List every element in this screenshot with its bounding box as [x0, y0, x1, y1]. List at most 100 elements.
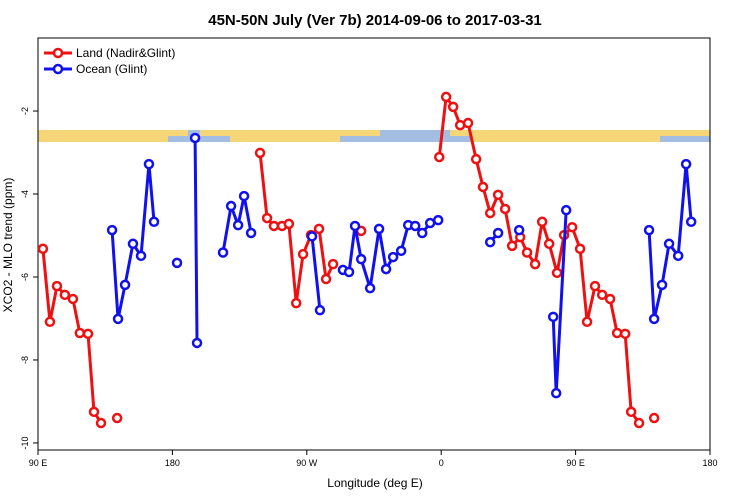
point	[543, 238, 555, 250]
point	[225, 200, 237, 212]
point	[625, 406, 637, 418]
point	[529, 258, 541, 270]
point	[82, 328, 94, 340]
point	[619, 328, 631, 340]
plot-frame	[37, 37, 711, 451]
point	[685, 216, 697, 228]
legend-marker	[52, 47, 64, 59]
point	[127, 238, 139, 250]
point	[373, 223, 385, 235]
y-tick-label: -2	[20, 107, 30, 115]
point	[648, 412, 660, 424]
point	[112, 313, 124, 325]
point	[513, 224, 525, 236]
point	[470, 153, 482, 165]
point	[560, 204, 572, 216]
point	[88, 406, 100, 418]
x-tick-label: 0	[439, 458, 444, 468]
point	[416, 227, 428, 239]
point	[119, 279, 131, 291]
point	[604, 293, 616, 305]
point	[551, 267, 563, 279]
point	[521, 247, 533, 258]
point	[492, 189, 504, 201]
point	[409, 220, 421, 232]
chart-title: 45N-50N July (Ver 7b) 2014-09-06 to 2017…	[208, 12, 542, 29]
point	[245, 227, 257, 239]
point	[680, 158, 692, 170]
point	[643, 224, 655, 236]
point	[37, 243, 49, 255]
point	[349, 220, 361, 232]
point	[135, 250, 147, 262]
point	[254, 147, 266, 159]
point	[648, 313, 660, 325]
point	[434, 151, 445, 163]
point	[67, 293, 79, 305]
point	[44, 316, 56, 328]
point	[111, 412, 123, 424]
point	[238, 190, 250, 202]
point	[232, 219, 244, 231]
point	[143, 158, 155, 170]
point	[656, 279, 668, 291]
point	[189, 132, 201, 144]
map-band	[38, 130, 710, 142]
point	[355, 253, 367, 265]
legend-label: Ocean (Glint)	[76, 62, 147, 76]
point	[320, 273, 332, 285]
point	[59, 289, 71, 301]
point	[462, 117, 474, 129]
point	[477, 181, 489, 193]
point	[343, 266, 355, 278]
point	[261, 212, 273, 224]
point	[290, 297, 302, 309]
point	[611, 327, 623, 339]
point	[596, 289, 608, 301]
point	[536, 216, 548, 228]
point	[313, 223, 325, 235]
point	[364, 282, 376, 294]
point	[581, 316, 593, 328]
point	[191, 337, 203, 349]
y-tick-label: -8	[20, 356, 30, 364]
point	[672, 250, 684, 262]
point	[74, 327, 86, 339]
x-tick-label: 90 E	[566, 458, 585, 468]
x-tick-label: 90 W	[296, 458, 318, 468]
point	[283, 218, 295, 230]
point	[550, 387, 562, 399]
point	[268, 220, 280, 232]
point	[484, 236, 496, 248]
point	[633, 417, 645, 429]
point	[387, 251, 399, 263]
x-tick-label: 180	[165, 458, 180, 468]
point	[106, 224, 118, 236]
point	[589, 280, 601, 292]
point	[566, 221, 578, 233]
point	[380, 263, 392, 275]
point	[432, 214, 444, 226]
point	[547, 311, 559, 323]
point	[395, 245, 407, 257]
x-tick-label: 90 E	[29, 458, 48, 468]
point	[499, 203, 511, 215]
point	[574, 243, 586, 255]
point	[440, 91, 452, 103]
x-tick-label: 180	[702, 458, 717, 468]
point	[171, 257, 183, 269]
series-line	[110, 137, 693, 394]
y-axis-label: XCO2 - MLO trend (ppm)	[1, 178, 15, 313]
y-tick-label: -4	[20, 190, 30, 198]
point	[148, 216, 160, 228]
y-tick-label: -6	[20, 273, 30, 281]
point	[217, 247, 229, 258]
point	[663, 238, 675, 250]
point	[95, 417, 107, 429]
legend-label: Land (Nadir&Glint)	[76, 46, 175, 60]
point	[297, 248, 309, 260]
y-tick-label: -10	[20, 436, 30, 449]
point	[447, 101, 459, 113]
point	[306, 231, 318, 242]
